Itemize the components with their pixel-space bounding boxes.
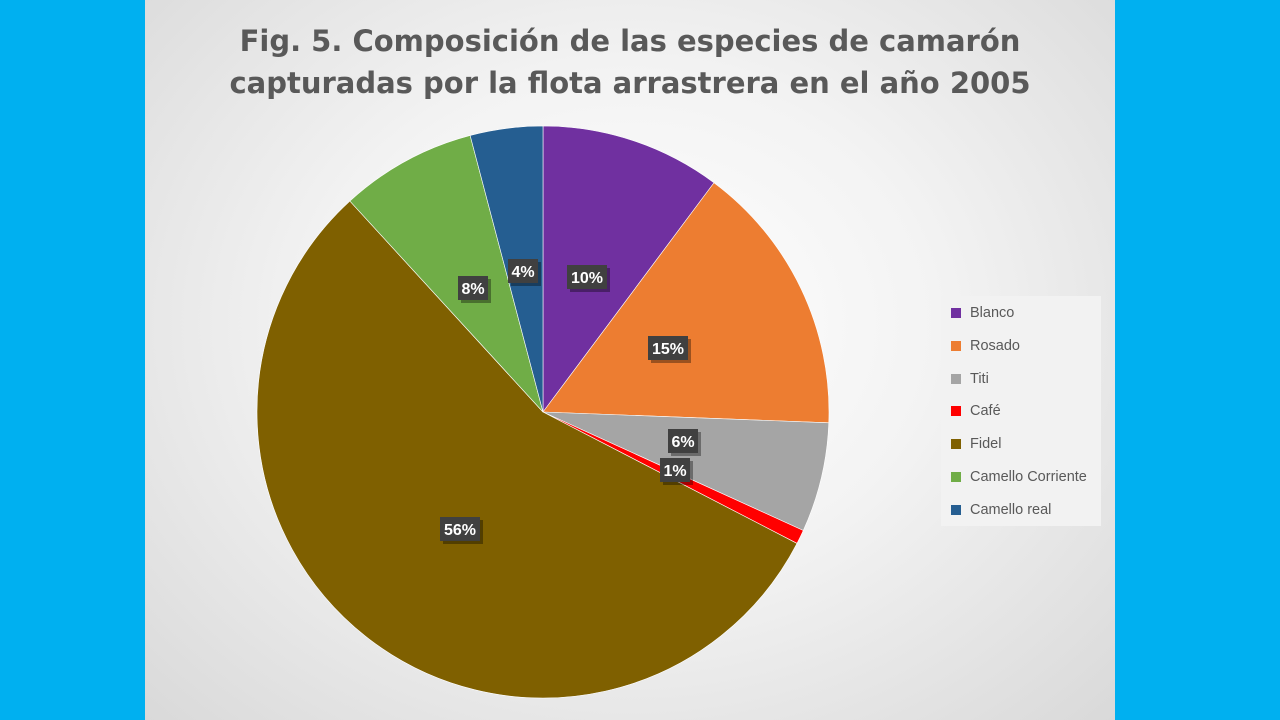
legend-label: Titi — [970, 370, 989, 387]
svg-text:10%: 10% — [571, 270, 603, 287]
legend-label: Rosado — [970, 337, 1020, 354]
legend-item: Titi — [951, 369, 989, 389]
data-label-rosado: 15% — [648, 336, 691, 363]
svg-text:1%: 1% — [663, 463, 686, 480]
chart-title-line-1: Fig. 5. Composición de las especies de c… — [239, 24, 1021, 58]
svg-text:56%: 56% — [444, 522, 476, 539]
legend-item: Fidel — [951, 434, 1001, 454]
pie-slice-camello-real — [469, 125, 544, 413]
legend-label: Café — [970, 403, 1001, 420]
svg-text:8%: 8% — [461, 281, 484, 298]
pie-slice-fidel — [256, 200, 798, 699]
legend-swatch — [951, 373, 961, 384]
legend-item: Rosado — [951, 336, 1020, 356]
data-label-titi: 6% — [668, 429, 701, 456]
chart-title: Fig. 5. Composición de las especies de c… — [145, 20, 1115, 104]
legend-label: Blanco — [970, 305, 1015, 321]
chart-panel: Fig. 5. Composición de las especies de c… — [145, 0, 1115, 720]
pie-data-labels: 10% 15% 6% 1% 56% 8% 4% — [440, 259, 701, 544]
pie-slice-rosado — [542, 182, 830, 424]
chart-title-line-2: capturadas por la flota arrastrera en el… — [229, 66, 1031, 100]
legend-swatch — [951, 406, 961, 417]
pie-slice-camello-corriente — [349, 135, 544, 413]
legend-item: Café — [951, 401, 1001, 421]
svg-text:4%: 4% — [511, 264, 534, 281]
legend-swatch — [951, 504, 961, 515]
legend-item: Blanco — [951, 303, 1014, 323]
pie-chart: 10% 15% 6% 1% 56% 8% 4% — [256, 125, 830, 699]
legend-item: Camello real — [951, 500, 1051, 520]
pie-slice-blanco — [542, 125, 715, 413]
legend-swatch — [951, 340, 961, 351]
legend-label: Camello real — [970, 501, 1052, 518]
data-label-fidel: 56% — [440, 517, 483, 544]
data-label-camello-real: 4% — [508, 259, 541, 286]
svg-text:6%: 6% — [671, 434, 694, 451]
data-label-blanco: 10% — [567, 265, 610, 292]
legend-label: Camello Corriente — [970, 469, 1087, 485]
svg-text:15%: 15% — [652, 341, 684, 358]
legend-swatch — [951, 439, 961, 450]
legend-label: Fidel — [970, 436, 1002, 453]
legend-swatch — [951, 472, 961, 482]
legend-item: Camello Corriente — [951, 467, 1087, 487]
pie-slices — [256, 125, 830, 699]
data-label-camello-corriente: 8% — [458, 276, 491, 303]
data-label-cafe: 1% — [660, 458, 693, 485]
legend-swatch — [951, 308, 961, 318]
chart-legend: Blanco Rosado Titi Café Fidel Camello Corrien… — [941, 296, 1101, 526]
